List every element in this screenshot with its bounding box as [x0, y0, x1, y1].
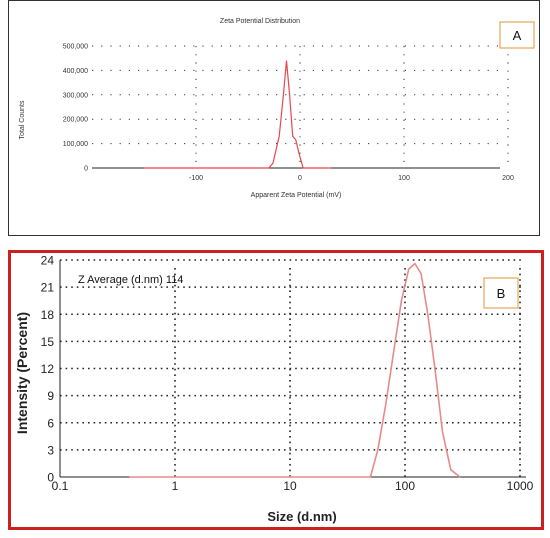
x-tick-label: 1	[172, 479, 179, 493]
panel-label-box	[499, 21, 535, 49]
y-tick-label: 100,000	[63, 141, 88, 148]
x-tick-label: 100	[395, 479, 415, 493]
size-distribution-chart: 0 3 6 9 12 15 18 21 24 0.1 1 10 100 1000 Intensity (P…	[8, 250, 544, 530]
size-distribution-chart-svg: 0 3 6 9 12 15 18 21 24 0.1 1 10 100 1000 Intensity (P…	[8, 250, 544, 530]
size-distribution-line	[129, 262, 461, 478]
chart-title: Zeta Potential Distribution	[220, 18, 300, 25]
x-tick-label: 200	[502, 175, 514, 182]
y-tick-label: 500,000	[63, 44, 88, 51]
x-tick-label: 100	[398, 175, 410, 182]
y-tick-label: 400,000	[63, 68, 88, 75]
y-tick-label: 18	[41, 308, 55, 322]
y-tick-label: 21	[41, 281, 55, 295]
z-average-annotation: Z Average (d.nm) 114	[78, 274, 183, 286]
y-tick-label: 200,000	[63, 117, 88, 124]
x-tick-label: -100	[189, 175, 203, 182]
x-tick-label: 1000	[507, 479, 534, 493]
panel-a-frame	[8, 0, 540, 236]
y-tick-label: 0	[47, 471, 54, 485]
y-axis-label: Intensity (Percent)	[14, 312, 30, 434]
y-tick-label: 24	[41, 254, 55, 268]
y-tick-label: 300,000	[63, 92, 88, 99]
x-axis-label: Apparent Zeta Potential (mV)	[251, 192, 342, 199]
panel-label-box	[483, 277, 519, 309]
y-tick-label: 9	[47, 389, 54, 403]
panel-label: A	[513, 28, 522, 43]
y-tick-label: 0	[84, 166, 88, 173]
axis-ticks: 0 100,000 200,000 300,000 400,000 500,000 -100…	[63, 44, 514, 183]
x-tick-label: 0.1	[52, 479, 69, 493]
zeta-distribution-line	[144, 60, 332, 169]
zeta-potential-chart: Zeta Potential Distribution 0 100,000 200,…	[8, 0, 540, 236]
zeta-potential-chart-svg: Zeta Potential Distribution 0 100,000 200,…	[8, 0, 540, 236]
y-tick-label: 15	[41, 335, 55, 349]
y-tick-label: 12	[41, 362, 55, 376]
y-axis-label: Total Counts	[19, 100, 26, 139]
y-tick-label: 3	[47, 443, 54, 457]
panel-b-frame	[8, 250, 544, 530]
panel-label: B	[497, 286, 506, 301]
axis-ticks: 0 3 6 9 12 15 18 21 24 0.1 1 10 100 1000	[41, 254, 534, 494]
x-tick-label: 0	[298, 175, 302, 182]
x-tick-label: 10	[283, 479, 297, 493]
y-tick-label: 6	[47, 416, 54, 430]
x-axis-label: Size (d.nm)	[267, 509, 336, 524]
